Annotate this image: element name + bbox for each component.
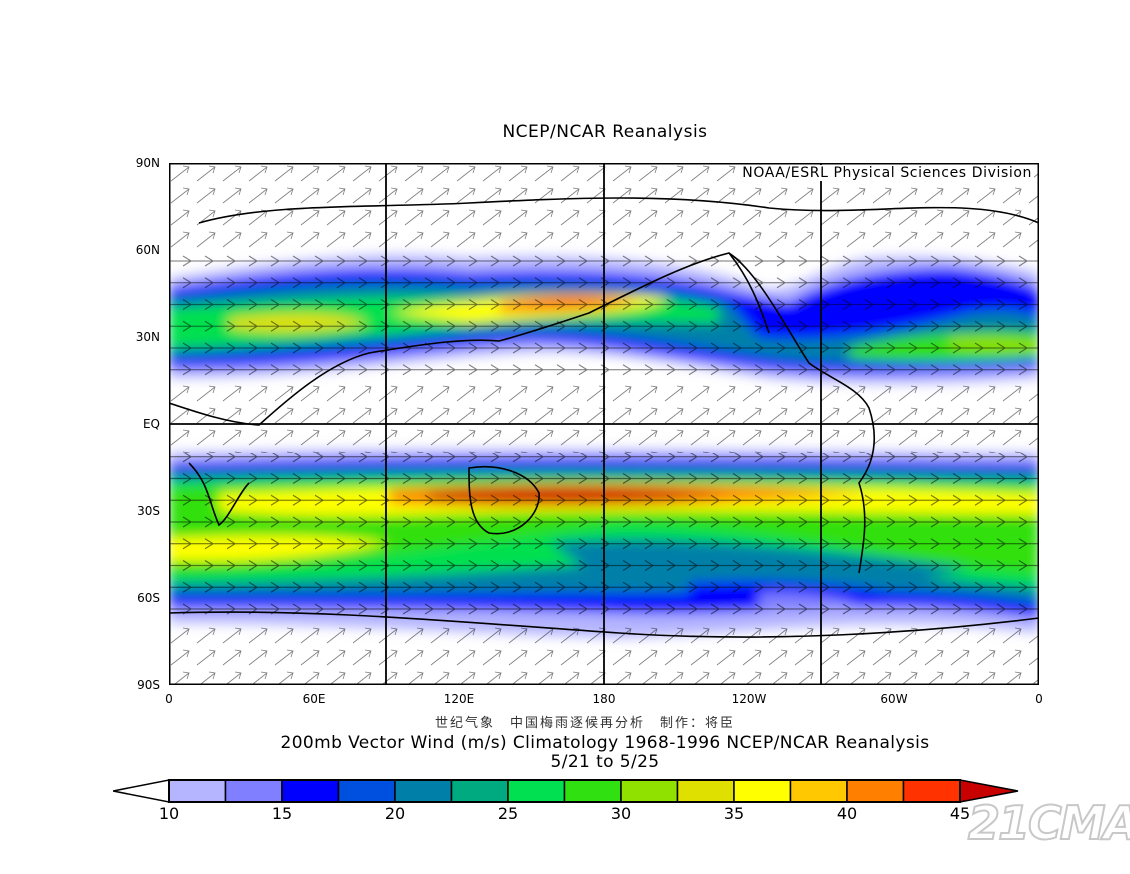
x-tick-label: 60W [880, 692, 908, 706]
x-tick-label: 60E [302, 692, 326, 706]
y-tick-label: EQ [142, 417, 160, 431]
x-tick-label: 0 [165, 692, 173, 706]
subtitle-line2: 5/21 to 5/25 [550, 752, 660, 772]
y-tick-label: 90N [135, 156, 160, 170]
colorbar-label: 10 [158, 804, 180, 823]
watermark-logo: 21CMA [967, 795, 1130, 851]
y-tick-label: 60S [137, 591, 160, 605]
x-tick-label: 180 [592, 692, 616, 706]
subtitle-line1: 200mb Vector Wind (m/s) Climatology 1968… [280, 733, 930, 753]
colorbar-label: 20 [384, 804, 406, 823]
map-plot [168, 162, 1040, 686]
colorbar-label: 15 [271, 804, 293, 823]
y-tick-label: 30N [135, 330, 160, 344]
x-tick-label: 120E [443, 692, 475, 706]
credit-label: NOAA/ESRL Physical Sciences Division [740, 165, 1034, 181]
x-tick-label: 120W [731, 692, 767, 706]
map-title: NCEP/NCAR Reanalysis [502, 122, 708, 142]
colorbar-label: 25 [497, 804, 519, 823]
colorbar-label: 30 [610, 804, 632, 823]
colorbar-label: 35 [723, 804, 745, 823]
colorbar-label: 40 [836, 804, 858, 823]
colorbar-label: 45 [949, 804, 971, 823]
colorbar [112, 778, 1023, 804]
y-tick-label: 30S [137, 504, 160, 518]
x-tick-label: 0 [1035, 692, 1043, 706]
y-tick-label: 90S [137, 678, 160, 692]
chinese-credit: 世纪气象 中国梅雨逐候再分析 制作：将臣 [434, 716, 735, 731]
y-tick-label: 60N [135, 243, 160, 257]
wind-speed-field [168, 162, 1040, 686]
